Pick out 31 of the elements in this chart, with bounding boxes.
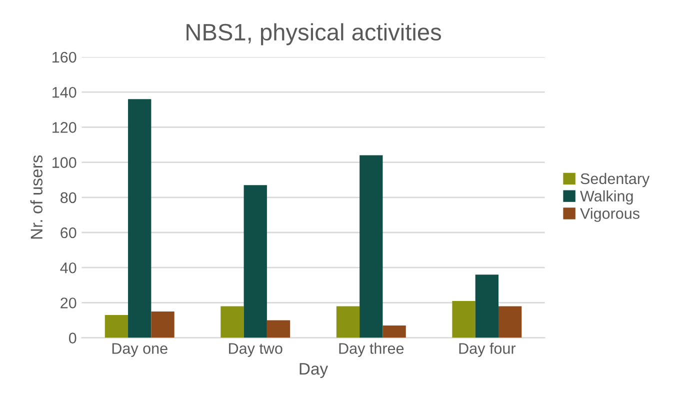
y-tick-label: 60: [60, 227, 76, 238]
chart-title: NBS1, physical activities: [186, 23, 442, 46]
y-tick-label: 0: [68, 332, 76, 344]
bar: [128, 99, 152, 338]
x-tick-label: Day one: [112, 343, 168, 357]
bar: [220, 306, 244, 338]
y-tick-label: 160: [52, 52, 76, 63]
bar: [382, 326, 406, 338]
bar: [360, 155, 383, 338]
y-tick-label: 100: [52, 157, 76, 168]
y-axis-title: Nr. of users: [30, 155, 43, 239]
x-tick-label: Day two: [229, 343, 282, 357]
bar: [452, 300, 476, 338]
bar: [266, 320, 290, 338]
y-tick-label: 120: [52, 122, 76, 133]
y-tick-label: 20: [60, 298, 76, 308]
bar: [151, 311, 174, 338]
legend-label: Sedentary: [580, 172, 650, 188]
bar: [475, 274, 498, 338]
bar: [104, 314, 128, 338]
y-tick-label: 40: [60, 262, 76, 274]
bar: [244, 185, 267, 338]
legend-label: Vigorous: [580, 208, 640, 222]
x-tick-label: Day three: [339, 342, 404, 357]
y-tick-label: 80: [60, 192, 76, 204]
x-axis-title: Day: [300, 363, 328, 378]
bar: [336, 306, 360, 338]
legend-label: Walking: [580, 190, 633, 205]
bar: [498, 306, 522, 338]
y-tick-label: 140: [52, 86, 76, 98]
x-tick-label: Day four: [459, 342, 516, 357]
